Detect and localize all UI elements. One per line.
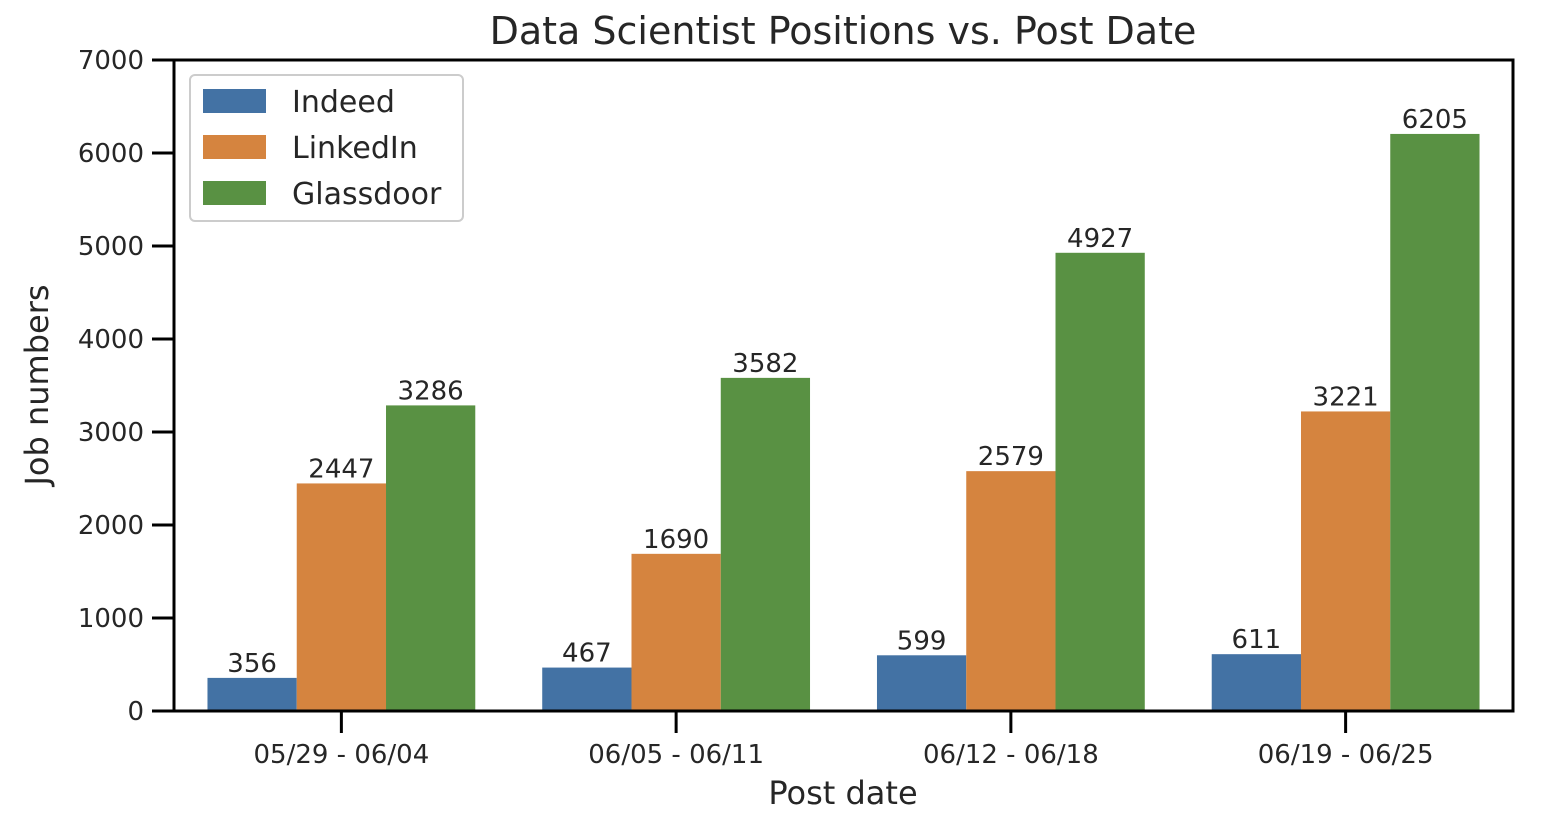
x-tick-label: 05/29 - 06/04 (253, 740, 429, 770)
bar-glassdoor-3 (1055, 252, 1145, 711)
bar-value-label: 3286 (398, 376, 464, 406)
bar-linkedin-3 (966, 471, 1056, 711)
bar-glassdoor-1 (386, 405, 476, 711)
bar-linkedin-1 (296, 483, 387, 711)
legend-swatch-glassdoor (203, 181, 266, 205)
y-tick-label: 4000 (78, 325, 144, 355)
bar-value-label: 611 (1232, 625, 1282, 655)
plot-frame (172, 58, 1515, 713)
bar-linkedin-2 (631, 553, 721, 711)
bar-value-label: 467 (562, 639, 612, 669)
legend-label-glassdoor: Glassdoor (292, 177, 442, 212)
y-tick-label: 5000 (78, 232, 144, 262)
x-tick-label: 06/12 - 06/18 (923, 740, 1099, 770)
x-axis-label: Post date (768, 774, 917, 812)
legend-label-linkedin: LinkedIn (292, 131, 418, 166)
y-axis-label: Job numbers (18, 284, 56, 487)
legend-swatch-linkedin (203, 135, 266, 159)
y-tick-label: 0 (127, 697, 144, 727)
bar-linkedin-4 (1300, 411, 1391, 711)
x-tick-label: 06/05 - 06/11 (588, 740, 764, 770)
bar-indeed-4 (1211, 654, 1301, 711)
bar-value-label: 2447 (308, 454, 374, 484)
bar-glassdoor-2 (720, 377, 811, 711)
bar-value-label: 2579 (978, 442, 1044, 472)
bar-value-label: 6205 (1402, 105, 1468, 135)
bar-glassdoor-4 (1390, 133, 1480, 711)
bar-value-label: 599 (897, 626, 947, 656)
y-tick-label: 6000 (78, 139, 144, 169)
bar-indeed-1 (207, 677, 297, 711)
bar-labels-group: 356 2447 3286 467 1690 3582 599 2579 4927 611 3221… (227, 105, 1468, 679)
bar-value-label: 1690 (643, 525, 709, 555)
bar-indeed-2 (542, 667, 632, 711)
x-tick-label: 06/19 - 06/25 (1258, 740, 1434, 770)
y-tick-label: 1000 (78, 604, 144, 634)
y-tick-label: 2000 (78, 511, 144, 541)
y-axis-ticks: 0 1000 2000 3000 4000 5000 6000 7000 (78, 46, 174, 727)
chart-title: Data Scientist Positions vs. Post Date (490, 9, 1197, 53)
y-tick-label: 3000 (78, 418, 144, 448)
bars-group (207, 133, 1480, 711)
legend-swatch-indeed (203, 89, 266, 113)
x-axis-ticks: 05/29 - 06/04 06/05 - 06/11 06/12 - 06/18 0… (253, 711, 1434, 770)
legend: Indeed LinkedIn Glassdoor (189, 74, 464, 222)
bar-value-label: 4927 (1067, 224, 1133, 254)
bar-value-label: 3582 (732, 349, 798, 379)
y-tick-label: 7000 (78, 46, 144, 76)
bar-value-label: 3221 (1313, 382, 1379, 412)
bar-indeed-3 (876, 655, 967, 711)
bar-value-label: 356 (227, 649, 277, 679)
legend-label-indeed: Indeed (292, 85, 395, 120)
